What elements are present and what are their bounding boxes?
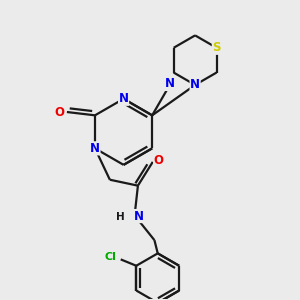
Text: N: N — [118, 92, 129, 105]
Text: H: H — [116, 212, 125, 222]
Text: N: N — [165, 77, 175, 91]
Text: N: N — [134, 209, 144, 223]
Text: S: S — [212, 41, 221, 54]
Text: N: N — [190, 78, 200, 92]
Text: O: O — [55, 106, 64, 118]
Text: N: N — [90, 142, 100, 155]
Text: Cl: Cl — [105, 252, 117, 262]
Text: O: O — [154, 154, 164, 167]
